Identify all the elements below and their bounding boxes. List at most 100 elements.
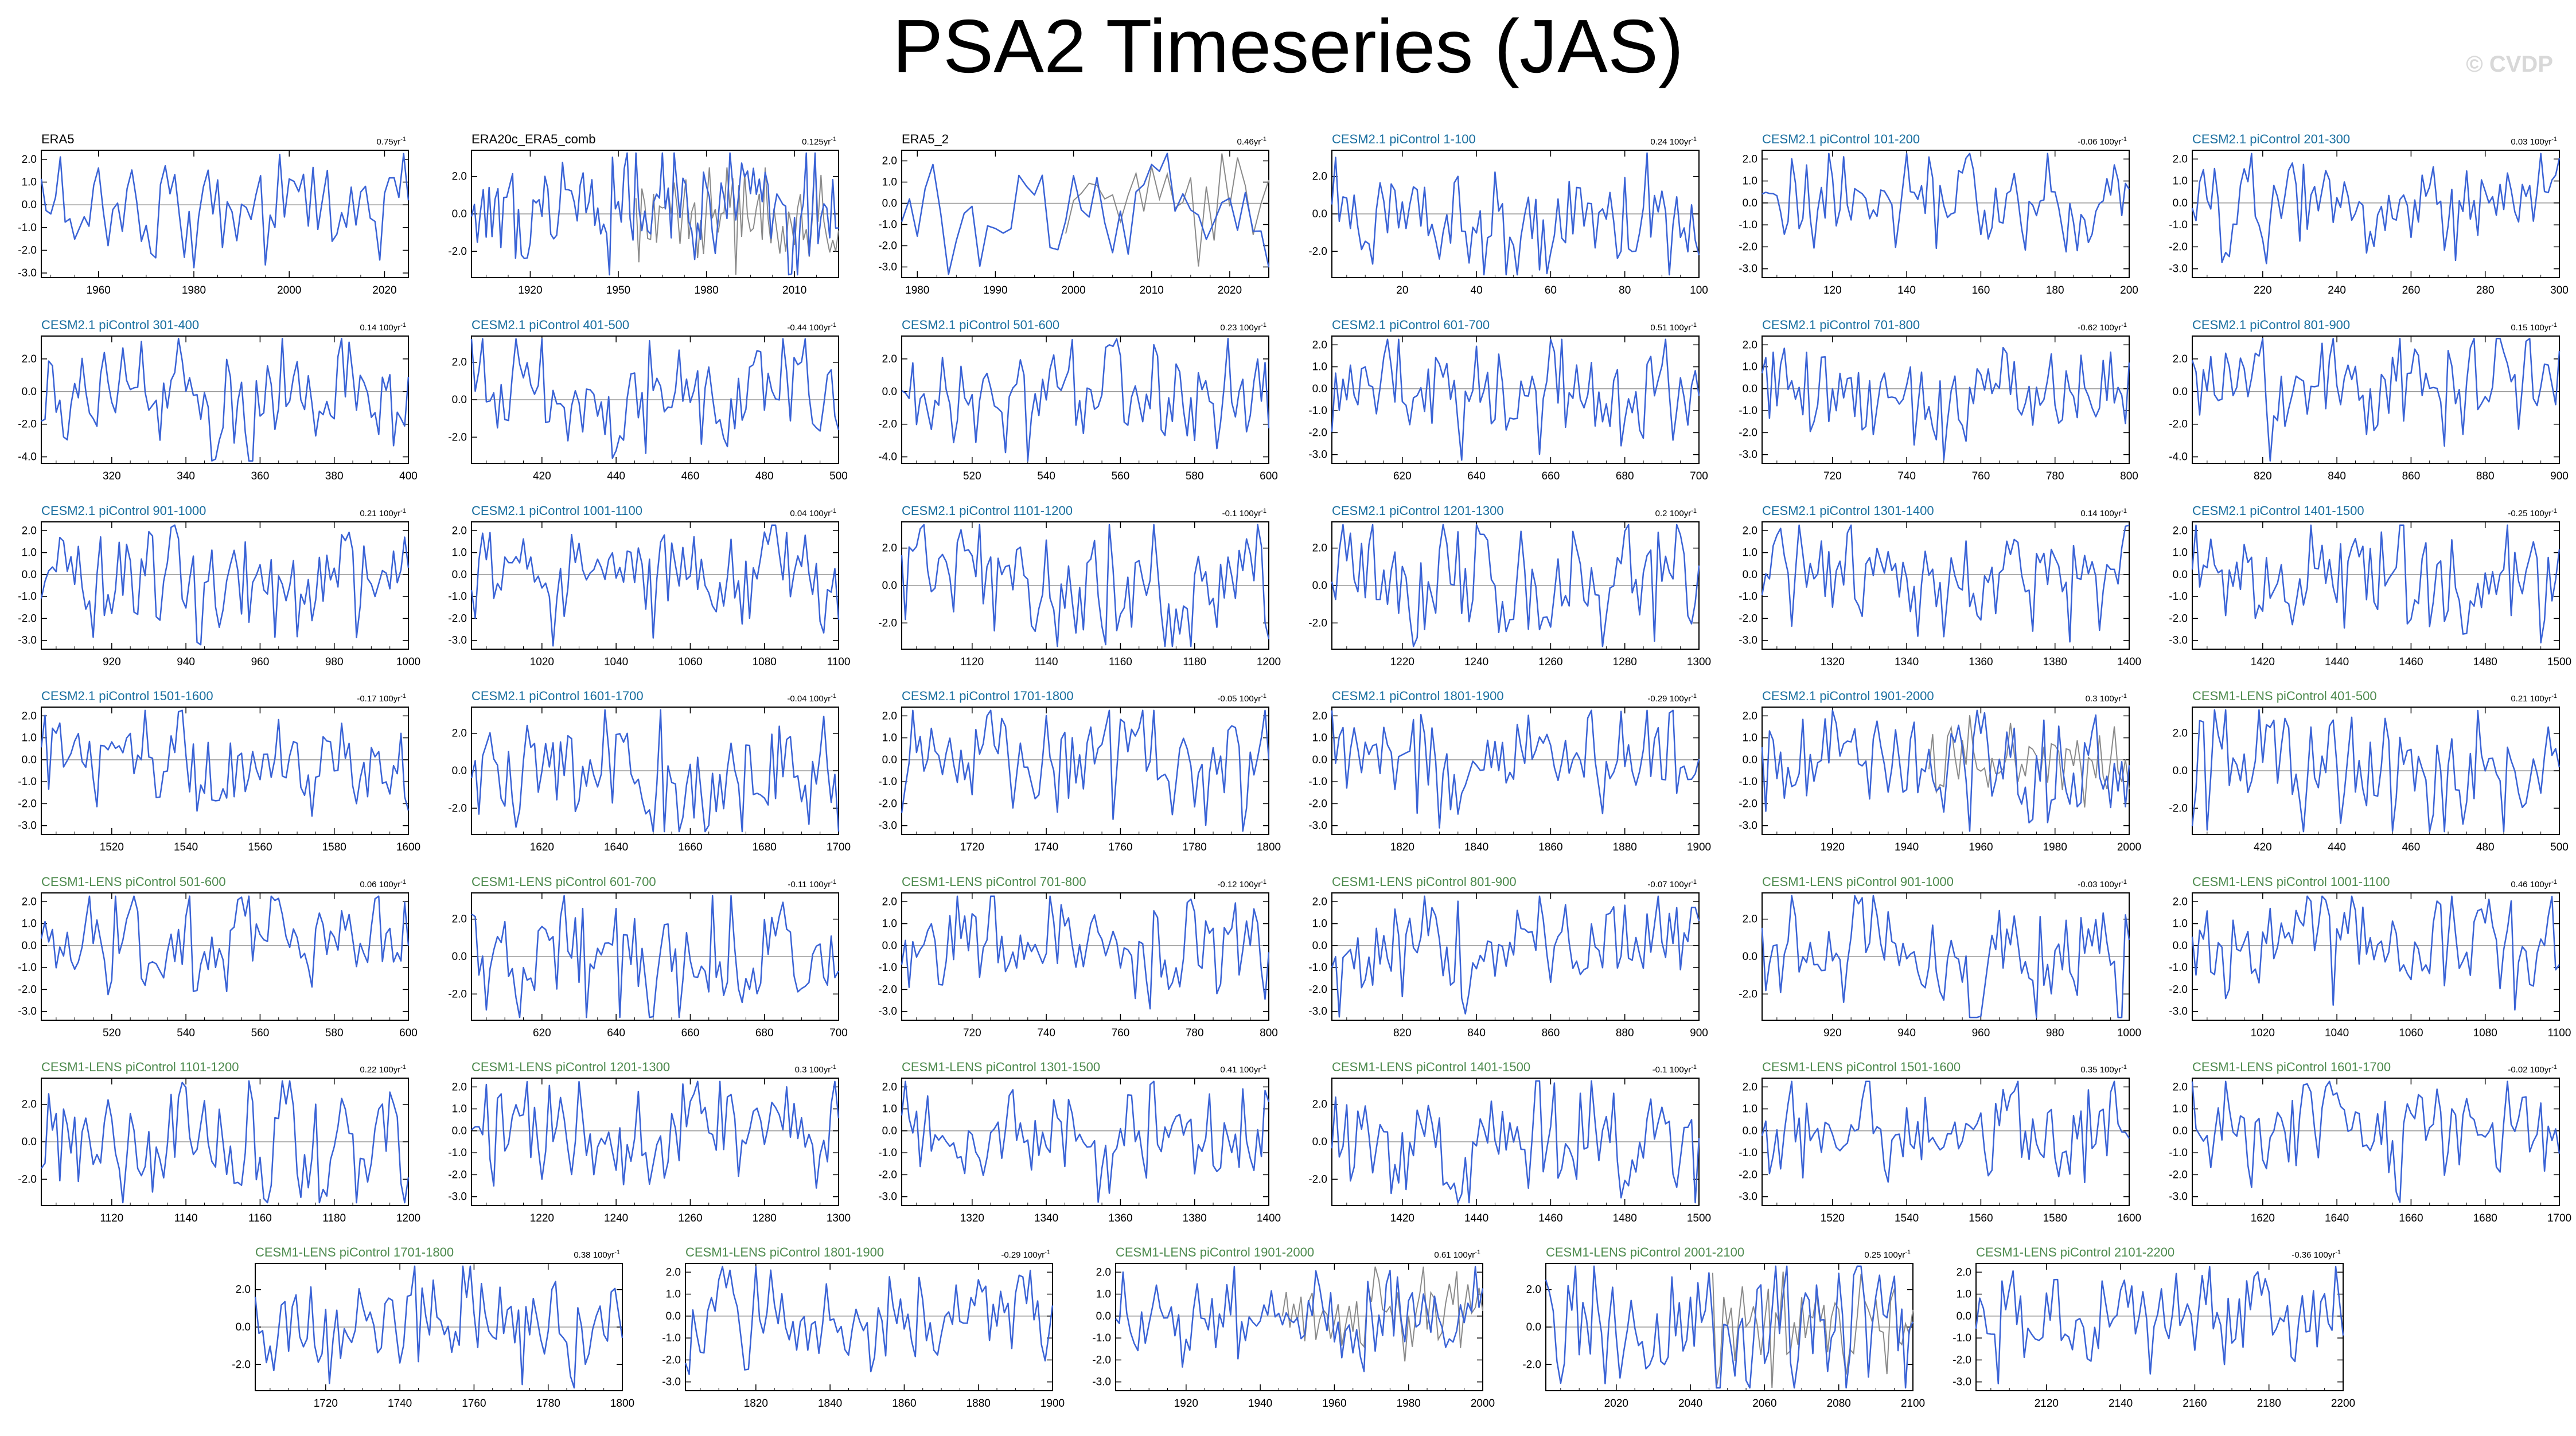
x-tick-label: 1260 [678, 1212, 702, 1224]
y-tick-label: 0.0 [882, 580, 897, 592]
x-tick-label: 1780 [1183, 841, 1207, 853]
x-tick-label: 1500 [1687, 1212, 1711, 1224]
trend-label: 0.2 100yr-1 [1655, 508, 1697, 518]
y-tick-label: -1.0 [1739, 1147, 1757, 1159]
x-tick-label: 2120 [2035, 1398, 2059, 1410]
panel: ERA20c_ERA5_comb 0.125yr-1 2.0 0.0 -2.0 1920 1… [448, 132, 839, 296]
y-tick-label: -1.0 [448, 1147, 467, 1159]
y-tick-label: 2.0 [1312, 710, 1327, 722]
series-line [40, 153, 410, 269]
y-tick-label: -2.0 [448, 245, 467, 257]
x-tick-label: 1780 [536, 1398, 560, 1410]
x-tick-label: 1860 [892, 1398, 916, 1410]
y-tick-label: 0.0 [2173, 197, 2188, 209]
x-tick-label: 500 [2550, 841, 2569, 853]
y-tick-label: 2.0 [1526, 1284, 1541, 1296]
plot-frame [471, 521, 839, 650]
x-tick-label: 820 [2254, 470, 2272, 482]
x-tick-label: 1400 [1257, 1212, 1281, 1224]
y-tick-label: -2.0 [878, 240, 897, 252]
x-tick-label: 1480 [2473, 656, 2497, 668]
y-tick-label: -1.0 [18, 222, 37, 234]
trend-label: -0.06 100yr-1 [2078, 136, 2127, 147]
panel: ERA5_2 0.46yr-1 2.0 1.0 0.0 -1.0 -2.0 -3.0 1980 1… [878, 132, 1270, 296]
x-tick-label: 60 [1545, 284, 1557, 296]
x-tick-label: 220 [2254, 284, 2272, 296]
y-tick-label: 0.0 [1743, 754, 1757, 766]
y-tick-label: -2.0 [1308, 245, 1327, 257]
x-tick-label: 640 [607, 1027, 625, 1039]
series-line [1761, 895, 2130, 1019]
x-tick-label: 660 [1542, 470, 1560, 482]
y-tick-label: 1.0 [22, 918, 37, 930]
panel: CESM1-LENS piControl 1001-1100 0.46 100yr… [2169, 875, 2571, 1039]
x-tick-label: 1800 [610, 1398, 634, 1410]
y-tick-label: 1.0 [2173, 547, 2188, 559]
y-tick-label: 1.0 [1312, 361, 1327, 373]
panel-title: CESM2.1 piControl 1401-1500 [2192, 504, 2364, 518]
trend-label: -0.04 100yr-1 [787, 693, 836, 704]
y-tick-label: -1.0 [1308, 776, 1327, 788]
x-tick-label: 1100 [2548, 1027, 2571, 1039]
panel: CESM1-LENS piControl 1701-1800 0.38 100yr… [232, 1245, 634, 1410]
x-tick-label: 640 [1467, 470, 1486, 482]
series-line [40, 709, 410, 817]
x-tick-label: 760 [1972, 470, 1990, 482]
trend-label: -0.05 100yr-1 [1217, 693, 1266, 704]
trend-label: 0.14 100yr-1 [2080, 508, 2127, 518]
y-tick-label: 0.0 [22, 199, 37, 211]
panel: ERA5 0.75yr-1 2.0 1.0 0.0 -1.0 -2.0 -3.0 1960 198… [18, 132, 410, 296]
x-tick-label: 1340 [1034, 1212, 1058, 1224]
x-tick-label: 2000 [1471, 1398, 1495, 1410]
x-tick-label: 1340 [1895, 656, 1919, 668]
x-tick-label: 1960 [87, 284, 111, 296]
y-tick-label: 0.0 [452, 765, 467, 777]
panel-title: CESM1-LENS piControl 801-900 [1332, 875, 1517, 889]
y-tick-label: 2.0 [236, 1284, 251, 1296]
y-tick-label: 1.0 [2173, 918, 2188, 930]
y-tick-label: 2.0 [452, 914, 467, 926]
trend-label: 0.75yr-1 [377, 136, 406, 147]
y-tick-label: 0.0 [452, 951, 467, 963]
x-tick-label: 200 [2120, 284, 2138, 296]
x-tick-label: 1960 [1969, 841, 1993, 853]
y-tick-label: -3.0 [1308, 1006, 1327, 1018]
y-tick-label: -1.0 [18, 776, 37, 788]
series-line [1761, 153, 2130, 253]
y-tick-label: 2.0 [882, 896, 897, 908]
series-line [1761, 1080, 2130, 1184]
panel-title: CESM1-LENS piControl 601-700 [471, 875, 656, 889]
panel: CESM2.1 piControl 1101-1200 -0.1 100yr-1 2… [878, 504, 1281, 668]
plot-frame [2192, 521, 2560, 650]
x-tick-label: 1920 [1821, 841, 1845, 853]
x-tick-label: 600 [1260, 470, 1278, 482]
panel-title: CESM1-LENS piControl 1801-1900 [685, 1245, 884, 1259]
panel: CESM2.1 piControl 901-1000 0.21 100yr-1 2.… [18, 504, 420, 668]
x-tick-label: 1420 [1390, 1212, 1414, 1224]
y-tick-label: 0.0 [1743, 569, 1757, 581]
x-tick-label: 240 [2328, 284, 2346, 296]
secondary-series-line [1281, 1266, 1483, 1361]
y-tick-label: 2.0 [22, 154, 37, 166]
series-line [901, 153, 1270, 275]
y-tick-label: 1.0 [1312, 732, 1327, 744]
plot-frame [471, 1078, 839, 1206]
y-tick-label: -1.0 [878, 776, 897, 788]
trend-label: 0.03 100yr-1 [2511, 136, 2557, 147]
panel: CESM1-LENS piControl 1801-1900 -0.29 100y… [662, 1245, 1065, 1410]
y-tick-label: 1.0 [882, 1103, 897, 1115]
y-tick-label: -2.0 [2169, 1169, 2188, 1181]
x-tick-label: 300 [2550, 284, 2569, 296]
x-tick-label: 1480 [1613, 1212, 1637, 1224]
y-tick-label: -2.0 [1308, 617, 1327, 629]
trend-label: -0.1 100yr-1 [1653, 1064, 1697, 1075]
panel: CESM2.1 piControl 301-400 0.14 100yr-1 2.0… [18, 318, 418, 482]
y-tick-label: -2.0 [878, 617, 897, 629]
y-tick-label: -1.0 [878, 219, 897, 231]
panel-title: CESM1-LENS piControl 1501-1600 [1762, 1060, 1961, 1074]
y-tick-label: 1.0 [1743, 361, 1757, 373]
x-tick-label: 780 [2046, 470, 2064, 482]
x-tick-label: 1990 [983, 284, 1007, 296]
panel-title: CESM2.1 piControl 1501-1600 [41, 689, 213, 703]
y-tick-label: 2.0 [1096, 1266, 1111, 1278]
